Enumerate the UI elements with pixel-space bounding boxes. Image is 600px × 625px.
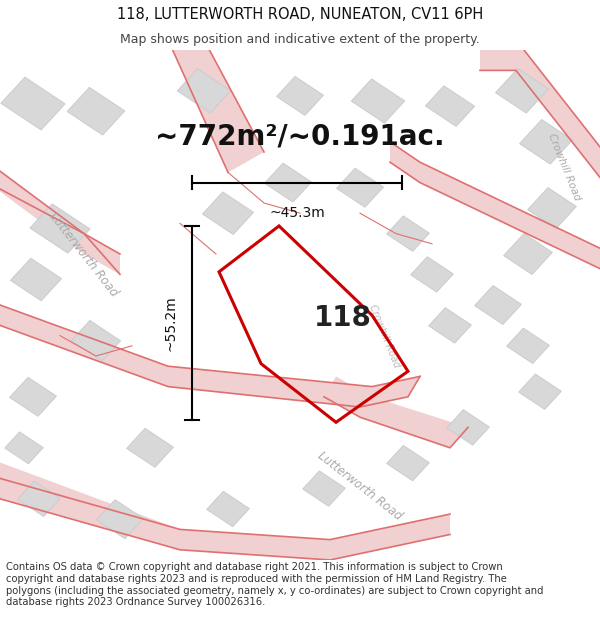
Bar — [503, 234, 553, 274]
Bar — [17, 481, 61, 516]
Bar — [496, 69, 548, 113]
Text: Crowhill Road: Crowhill Road — [546, 132, 582, 202]
Bar — [97, 500, 143, 539]
Polygon shape — [0, 284, 420, 407]
Bar — [428, 308, 472, 343]
Bar — [386, 446, 430, 481]
Polygon shape — [168, 40, 264, 172]
Bar — [302, 471, 346, 506]
Bar — [520, 119, 572, 164]
Polygon shape — [390, 142, 600, 274]
Text: Contains OS data © Crown copyright and database right 2021. This information is : Contains OS data © Crown copyright and d… — [6, 562, 544, 608]
Bar — [1, 77, 65, 130]
Bar — [71, 321, 121, 361]
Bar — [410, 257, 454, 292]
Text: 118, LUTTERWORTH ROAD, NUNEATON, CV11 6PH: 118, LUTTERWORTH ROAD, NUNEATON, CV11 6P… — [117, 6, 483, 21]
Bar — [351, 79, 405, 123]
Text: ~772m²/~0.191ac.: ~772m²/~0.191ac. — [155, 122, 445, 151]
Text: ~55.2m: ~55.2m — [163, 295, 177, 351]
Bar — [30, 204, 90, 253]
Bar — [386, 216, 430, 251]
Text: Lutterworth Road: Lutterworth Road — [316, 449, 404, 523]
Bar — [127, 428, 173, 468]
Text: Lutterworth Road: Lutterworth Road — [47, 209, 121, 299]
Bar — [202, 192, 254, 234]
Bar — [518, 374, 562, 409]
Bar — [506, 328, 550, 364]
Text: Map shows position and indicative extent of the property.: Map shows position and indicative extent… — [120, 32, 480, 46]
Bar — [177, 69, 231, 113]
Bar — [5, 432, 43, 464]
Bar — [425, 86, 475, 126]
Text: Crowhill Road: Crowhill Road — [367, 302, 401, 369]
Bar — [277, 76, 323, 116]
Bar — [475, 286, 521, 324]
Bar — [67, 88, 125, 135]
Polygon shape — [0, 162, 120, 274]
Text: 118: 118 — [314, 304, 371, 332]
Bar — [265, 163, 311, 202]
Polygon shape — [324, 376, 468, 448]
Bar — [206, 491, 250, 527]
Polygon shape — [480, 40, 600, 192]
Bar — [446, 410, 490, 445]
Bar — [10, 258, 62, 301]
Bar — [10, 378, 56, 416]
Bar — [527, 188, 577, 229]
Polygon shape — [0, 458, 450, 560]
Bar — [337, 168, 383, 207]
Text: ~45.3m: ~45.3m — [269, 206, 325, 219]
